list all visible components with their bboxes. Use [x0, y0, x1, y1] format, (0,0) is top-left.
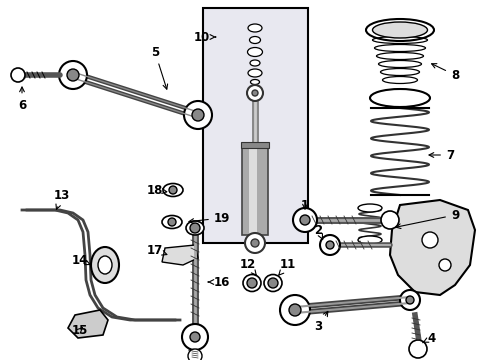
Text: 1: 1: [300, 198, 308, 212]
Text: 7: 7: [428, 149, 453, 162]
Ellipse shape: [250, 80, 259, 85]
Ellipse shape: [247, 69, 262, 77]
Circle shape: [421, 232, 437, 248]
Text: 5: 5: [151, 45, 167, 89]
Ellipse shape: [369, 89, 429, 107]
Text: 12: 12: [240, 258, 256, 275]
Circle shape: [59, 61, 87, 89]
Ellipse shape: [357, 236, 381, 244]
Bar: [241, 142, 268, 148]
Circle shape: [187, 349, 202, 360]
Circle shape: [182, 324, 207, 350]
Text: 15: 15: [72, 324, 88, 337]
Bar: [242, 145, 267, 235]
Ellipse shape: [247, 24, 262, 32]
Ellipse shape: [264, 274, 282, 292]
Ellipse shape: [365, 19, 433, 41]
Circle shape: [67, 69, 79, 81]
Ellipse shape: [243, 274, 261, 292]
Text: 11: 11: [278, 258, 296, 275]
Circle shape: [325, 241, 333, 249]
Text: 3: 3: [313, 311, 327, 333]
Circle shape: [319, 235, 339, 255]
Ellipse shape: [162, 216, 182, 229]
Ellipse shape: [249, 60, 260, 66]
Circle shape: [405, 296, 413, 304]
Circle shape: [399, 290, 419, 310]
Polygon shape: [162, 245, 198, 265]
Bar: [248, 145, 257, 235]
Circle shape: [190, 332, 200, 342]
Text: 4: 4: [422, 332, 435, 345]
Circle shape: [267, 278, 278, 288]
Circle shape: [251, 90, 258, 96]
Ellipse shape: [248, 87, 261, 95]
Circle shape: [292, 208, 316, 232]
Circle shape: [190, 223, 200, 233]
Circle shape: [438, 259, 450, 271]
Circle shape: [408, 340, 426, 358]
Ellipse shape: [163, 184, 183, 197]
Text: 18: 18: [146, 184, 166, 197]
Circle shape: [280, 295, 309, 325]
Circle shape: [299, 215, 309, 225]
Circle shape: [250, 239, 259, 247]
Polygon shape: [389, 200, 474, 295]
Text: 8: 8: [431, 64, 458, 81]
Ellipse shape: [185, 221, 203, 235]
Ellipse shape: [247, 48, 262, 57]
Text: 19: 19: [188, 212, 230, 225]
Ellipse shape: [357, 204, 381, 212]
Circle shape: [169, 186, 177, 194]
Circle shape: [244, 233, 264, 253]
Ellipse shape: [98, 256, 112, 274]
Text: 14: 14: [72, 253, 91, 266]
Circle shape: [192, 109, 203, 121]
Text: 10: 10: [193, 31, 215, 44]
Text: 2: 2: [313, 224, 322, 239]
Circle shape: [168, 218, 176, 226]
Bar: [203, 8, 307, 243]
Text: 13: 13: [54, 189, 70, 209]
Circle shape: [183, 101, 212, 129]
Ellipse shape: [249, 36, 260, 44]
Text: 16: 16: [208, 275, 230, 288]
Text: 6: 6: [18, 87, 26, 112]
Text: 9: 9: [395, 208, 458, 229]
Ellipse shape: [91, 247, 119, 283]
Ellipse shape: [372, 22, 427, 38]
Circle shape: [246, 85, 263, 101]
Circle shape: [11, 68, 25, 82]
Circle shape: [246, 278, 257, 288]
Polygon shape: [68, 310, 108, 338]
Text: 17: 17: [146, 243, 166, 257]
Circle shape: [288, 304, 301, 316]
Circle shape: [380, 211, 398, 229]
